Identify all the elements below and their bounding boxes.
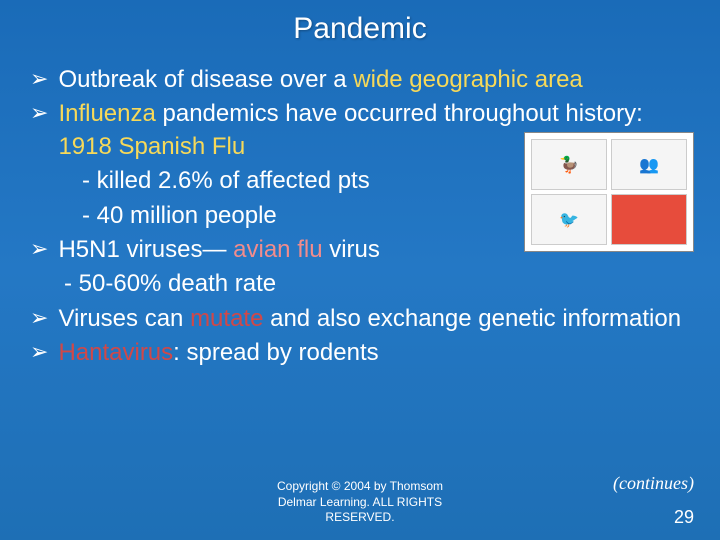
highlight-text: wide geographic area [353,66,583,93]
highlight-text: mutate [190,305,263,332]
bullet-text: H5N1 viruses— avian flu virus [58,234,379,266]
text-segment: pandemics have occurred throughout histo… [156,100,643,127]
copyright-line: Copyright © 2004 by Thomsom [240,479,480,495]
highlight-text: Influenza [58,100,155,127]
slide-title: Pandemic [0,0,720,64]
diagram-cell: 👥 [611,139,687,190]
text-segment: virus [323,236,380,263]
text-segment: Outbreak of disease over a [58,66,353,93]
bullet-text: Viruses can mutate and also exchange gen… [58,303,681,335]
bullet-4: ➢ Viruses can mutate and also exchange g… [30,303,690,335]
diagram-cell [611,194,687,245]
copyright-line: RESERVED. [240,510,480,526]
bullet-marker: ➢ [30,64,48,94]
bullet-text: Outbreak of disease over a wide geograph… [58,64,582,96]
page-number: 29 [674,507,694,528]
copyright-line: Delmar Learning. ALL RIGHTS [240,495,480,511]
bullet-text: Hantavirus: spread by rodents [58,337,378,369]
text-segment: and also exchange genetic information [263,305,681,332]
sub-bullet: - 50-60% death rate [30,268,690,300]
copyright-footer: Copyright © 2004 by Thomsom Delmar Learn… [240,479,480,526]
continues-label: (continues) [613,473,694,494]
bullet-marker: ➢ [30,303,48,333]
bullet-5: ➢ Hantavirus: spread by rodents [30,337,690,369]
highlight-text: 1918 Spanish Flu [58,133,245,160]
diagram-image: 🦆 👥 🐦 [524,132,694,252]
highlight-text: Hantavirus [58,339,173,366]
diagram-cell: 🐦 [531,194,607,245]
text-segment: Viruses can [58,305,190,332]
bullet-marker: ➢ [30,234,48,264]
bullet-1: ➢ Outbreak of disease over a wide geogra… [30,64,690,96]
highlight-text: avian flu [233,236,322,263]
bullet-marker: ➢ [30,98,48,128]
diagram-cell: 🦆 [531,139,607,190]
text-segment: : spread by rodents [173,339,378,366]
bullet-marker: ➢ [30,337,48,367]
text-segment: H5N1 viruses— [58,236,233,263]
